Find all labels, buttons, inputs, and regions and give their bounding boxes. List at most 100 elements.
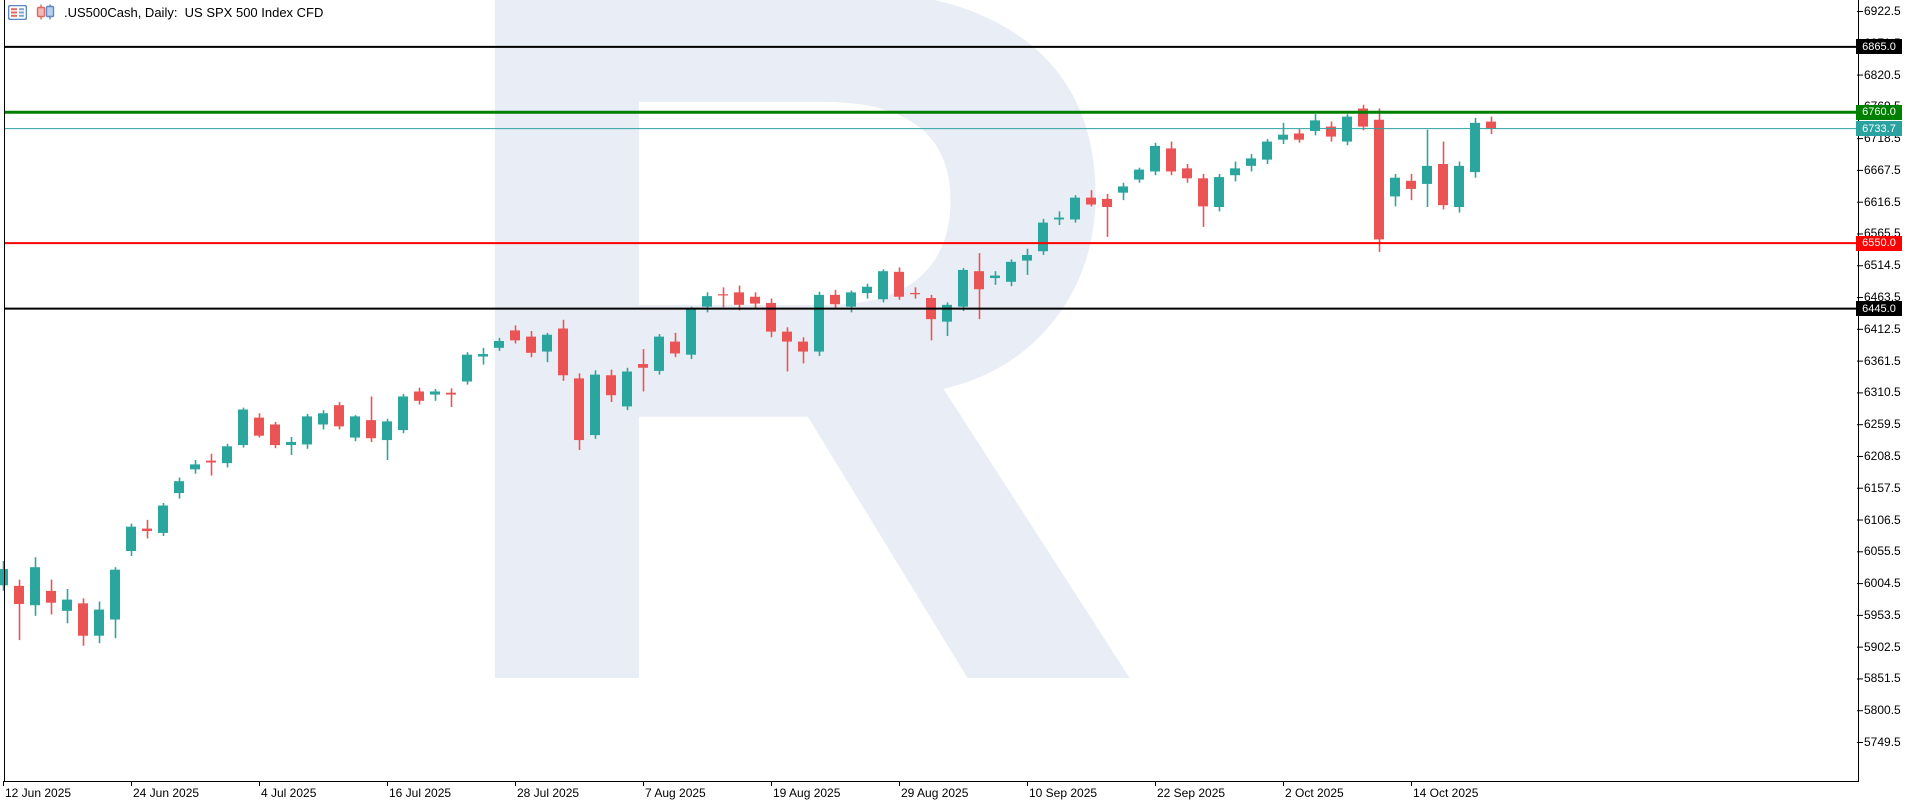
candle-body-23-Jun-2025 [110,569,120,620]
date-tick-label: 24 Jun 2025 [133,786,200,800]
candle-body-8-Jul-2025 [286,441,296,446]
candle-body-30-Jun-2025 [190,464,200,470]
candle-body-13-Oct-2025 [1390,177,1400,197]
candle-body-4-Jul-2025 [254,417,264,436]
price-tick-label: 6514.5 [1864,258,1901,273]
candle-body-4-Sep-2025 [958,269,968,307]
chart-properties-icon[interactable] [8,4,27,20]
red-level-line-badge: 6550.0 [1856,235,1902,251]
candle-body-7-Aug-2025 [638,364,648,368]
date-tick-label: 22 Sep 2025 [1157,786,1226,800]
candle-body-20-Jun-2025 [94,609,104,636]
candle-body-14-Oct-2025 [1406,180,1416,189]
candle-body-9-Sep-2025 [1006,261,1016,282]
candle-body-26-Jun-2025 [158,505,168,533]
candle-body-23-Jul-2025 [462,354,472,382]
candle-body-1-Oct-2025 [1262,141,1272,160]
support-line-badge: 6445.0 [1856,301,1902,317]
price-tick-label: 5851.5 [1864,671,1901,686]
candle-body-6-Oct-2025 [1310,120,1320,131]
candle-body-25-Aug-2025 [830,294,840,305]
price-tick-label: 6463.5 [1864,290,1901,305]
candle-body-11-Sep-2025 [1038,222,1048,252]
candle-body-18-Jul-2025 [414,391,424,401]
candle-body-17-Oct-2025 [1454,165,1464,207]
candle-body-3-Jul-2025 [238,409,248,446]
candle-body-19-Sep-2025 [1134,169,1144,180]
candle-body-19-Aug-2025 [766,302,776,332]
candle-body-16-Jul-2025 [382,421,392,441]
candle-body-15-Sep-2025 [1070,197,1080,220]
candle-body-10-Oct-2025 [1374,119,1384,240]
candle-body-31-Jul-2025 [558,328,568,376]
candle-body-30-Sep-2025 [1246,158,1256,166]
candle-body-15-Aug-2025 [734,292,744,305]
candle-body-18-Sep-2025 [1118,186,1128,193]
date-tick-label: 28 Jul 2025 [517,786,580,800]
price-tick-label: 6157.5 [1864,480,1901,495]
price-tick-label: 6310.5 [1864,385,1901,400]
candle-body-16-Sep-2025 [1086,197,1096,205]
chart-type-candles-icon[interactable] [36,4,55,20]
broker-watermark-logo: R [428,0,1151,803]
candle-body-14-Aug-2025 [718,294,728,296]
candle-body-17-Jun-2025 [46,590,56,603]
candle-body-21-Jul-2025 [430,391,440,395]
candle-body-27-Aug-2025 [862,286,872,293]
price-tick-label: 6055.5 [1864,544,1901,559]
price-tick-label: 5749.5 [1864,735,1901,749]
candle-body-19-Jun-2025 [78,603,88,636]
price-tick-label: 6259.5 [1864,417,1901,432]
resistance-line-badge: 6865.0 [1856,39,1902,55]
candle-body-13-Jun-2025 [14,585,24,604]
price-tick-label: 6208.5 [1864,448,1901,463]
candle-body-18-Jun-2025 [62,599,72,611]
candle-body-22-Aug-2025 [814,294,824,352]
price-tick-label: 6361.5 [1864,353,1901,368]
candle-body-6-Aug-2025 [622,371,632,407]
candle-body-24-Jul-2025 [478,354,488,357]
candle-body-17-Sep-2025 [1102,198,1112,207]
candle-body-18-Aug-2025 [750,296,760,304]
candle-body-11-Aug-2025 [670,341,680,354]
current-price-line-badge: 6733.7 [1856,121,1902,137]
price-tick-label: 5953.5 [1864,607,1901,622]
candle-body-11-Jul-2025 [334,405,344,427]
price-tick-label: 6106.5 [1864,512,1901,527]
candle-body-25-Sep-2025 [1198,178,1208,207]
date-tick-label: 10 Sep 2025 [1029,786,1098,800]
price-tick-label: 6820.5 [1864,67,1901,82]
candle-body-24-Jun-2025 [126,526,136,551]
price-tick-label: 5800.5 [1864,703,1901,718]
date-tick-label: 4 Jul 2025 [261,786,317,800]
date-tick-label: 29 Aug 2025 [901,786,969,800]
price-tick-label: 6616.5 [1864,194,1901,209]
candle-body-21-Oct-2025 [1486,121,1496,129]
candle-body-5-Sep-2025 [974,271,984,290]
candle-body-28-Jul-2025 [510,330,520,341]
candle-body-14-Jul-2025 [350,416,360,438]
candle-body-26-Aug-2025 [846,292,856,307]
candle-body-29-Jul-2025 [526,336,536,353]
candle-body-30-Jul-2025 [542,334,552,352]
candle-body-16-Jun-2025 [30,567,40,606]
candle-body-1-Jul-2025 [206,460,216,463]
candle-body-22-Jul-2025 [446,392,456,395]
symbol-title: .US500Cash, Daily: US SPX 500 Index CFD [64,4,324,20]
candle-body-25-Jun-2025 [142,528,152,532]
date-tick-label: 12 Jun 2025 [5,786,72,800]
candle-body-7-Jul-2025 [270,424,280,446]
candle-body-4-Aug-2025 [590,374,600,436]
price-tick-label: 5902.5 [1864,639,1901,654]
candle-body-10-Jul-2025 [318,413,328,425]
candle-body-1-Sep-2025 [910,292,920,295]
candle-body-10-Sep-2025 [1022,254,1032,261]
candle-body-28-Aug-2025 [878,271,888,300]
candle-body-7-Oct-2025 [1326,126,1336,137]
candle-body-5-Aug-2025 [606,375,616,396]
candle-body-22-Sep-2025 [1150,145,1160,172]
candle-body-25-Jul-2025 [494,340,504,348]
candle-body-9-Oct-2025 [1358,108,1368,127]
